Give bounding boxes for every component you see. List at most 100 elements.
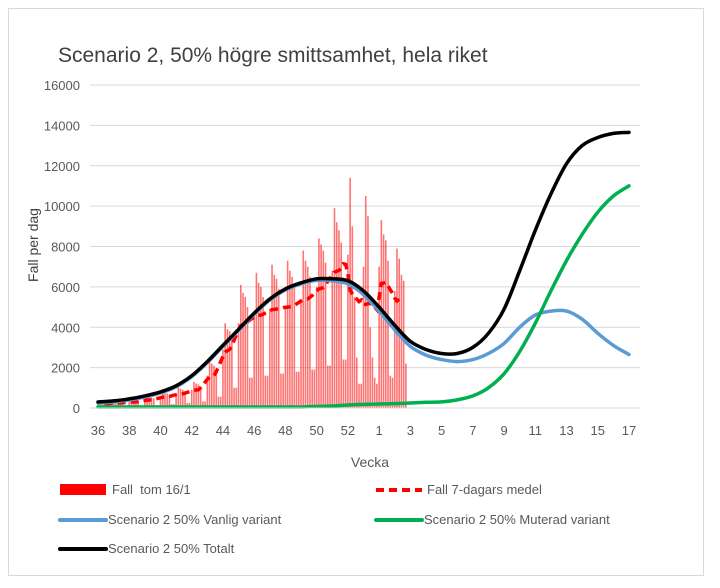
daily-case-bar — [286, 260, 289, 408]
daily-case-bar — [356, 357, 358, 408]
x-tick-label: 13 — [559, 423, 573, 438]
daily-case-bar — [297, 371, 300, 408]
daily-case-bar — [246, 307, 249, 408]
daily-case-bar — [164, 393, 166, 408]
daily-case-bar — [132, 399, 135, 408]
daily-case-bar — [351, 226, 354, 408]
y-tick-label: 0 — [73, 401, 80, 416]
daily-case-bar — [213, 365, 215, 408]
daily-case-bar — [369, 327, 371, 408]
daily-case-bar — [320, 244, 322, 408]
daily-case-bar — [273, 274, 276, 408]
daily-case-bar — [224, 323, 226, 408]
daily-case-bar — [150, 397, 153, 408]
daily-case-bar — [327, 365, 329, 408]
daily-case-bar — [342, 359, 345, 408]
x-tick-label: 11 — [529, 423, 543, 438]
daily-case-bar — [373, 377, 376, 408]
daily-case-bar — [115, 400, 117, 408]
daily-case-bar — [284, 307, 287, 408]
daily-case-bar — [333, 208, 336, 408]
daily-case-bar — [347, 254, 349, 408]
x-tick-label: 40 — [153, 423, 167, 438]
daily-case-bar — [300, 298, 302, 408]
y-tick-label: 8000 — [51, 240, 80, 255]
daily-case-bar — [387, 260, 389, 408]
daily-case-bar — [177, 387, 180, 408]
x-tick-label: 1 — [376, 423, 383, 438]
daily-case-bar — [389, 375, 392, 408]
daily-case-bar — [137, 400, 139, 408]
daily-case-bar — [166, 393, 168, 408]
daily-case-bar — [222, 349, 224, 408]
x-tick-label: 44 — [216, 423, 230, 438]
daily-case-bar — [324, 262, 327, 408]
daily-case-bar — [291, 276, 293, 408]
daily-case-bar — [268, 309, 271, 408]
daily-case-bar — [144, 399, 146, 408]
daily-case-bar — [152, 398, 155, 408]
daily-case-bar — [329, 365, 331, 408]
legend-label-vanlig: Scenario 2 50% Vanlig variant — [108, 512, 282, 527]
x-tick-label: 42 — [184, 423, 198, 438]
x-tick-label: 3 — [407, 423, 414, 438]
daily-case-bar — [378, 266, 380, 408]
daily-case-bar — [275, 278, 278, 408]
series-line-muterad — [96, 184, 631, 409]
daily-case-bar — [159, 396, 162, 408]
daily-case-bar — [293, 286, 296, 408]
daily-case-bar — [371, 357, 374, 408]
daily-case-bar — [266, 375, 269, 408]
daily-case-bar — [402, 280, 405, 408]
daily-case-bar — [119, 401, 122, 408]
daily-case-bar — [239, 284, 242, 408]
daily-case-bar — [309, 276, 311, 408]
daily-case-bar — [233, 387, 235, 408]
legend: Fall tom 16/1 Fall 7-dagars medel Scenar… — [58, 482, 610, 556]
series-line-totalt — [96, 130, 631, 404]
legend-label-totalt: Scenario 2 50% Totalt — [108, 541, 235, 556]
daily-case-bar — [280, 373, 282, 408]
daily-case-bar — [264, 375, 267, 408]
y-tick-label: 16000 — [44, 78, 80, 93]
daily-case-bar — [262, 296, 264, 408]
daily-case-bar — [315, 286, 318, 408]
daily-case-bar — [335, 222, 338, 408]
daily-case-bar — [271, 264, 273, 408]
daily-case-bar — [405, 363, 407, 408]
daily-case-bar — [161, 391, 164, 408]
daily-case-bar — [215, 369, 218, 408]
y-tick-label: 6000 — [51, 280, 80, 295]
x-tick-label: 46 — [247, 423, 261, 438]
daily-case-bar — [255, 272, 258, 408]
x-tick-label: 48 — [278, 423, 292, 438]
daily-case-bar — [318, 238, 320, 408]
daily-case-bar — [251, 377, 253, 408]
daily-case-bar — [146, 396, 148, 408]
daily-case-bar — [364, 196, 367, 408]
daily-case-bar — [206, 375, 209, 408]
x-tick-label: 50 — [309, 423, 323, 438]
daily-case-bar — [121, 401, 124, 408]
daily-case-bar — [193, 381, 195, 408]
daily-case-bar — [226, 329, 229, 408]
daily-case-bar — [242, 292, 244, 408]
daily-case-bar — [362, 266, 365, 408]
daily-case-bar — [306, 266, 309, 408]
daily-case-bar — [244, 296, 247, 408]
daily-case-bar — [313, 369, 316, 408]
daily-case-bar — [175, 393, 177, 408]
chart-title: Scenario 2, 50% högre smittsamhet, hela … — [58, 44, 488, 67]
daily-case-bar — [235, 387, 238, 408]
daily-case-bar — [190, 389, 193, 408]
legend-swatch-daily-cases — [60, 484, 106, 495]
y-tick-label: 14000 — [44, 118, 80, 133]
daily-case-bar — [385, 240, 387, 408]
daily-case-bar — [231, 337, 233, 408]
daily-case-bar — [148, 397, 151, 408]
daily-case-bar — [360, 383, 363, 408]
daily-case-bar — [204, 401, 206, 408]
daily-case-bar — [289, 270, 291, 408]
daily-case-bar — [393, 290, 396, 408]
daily-case-bar — [302, 250, 305, 408]
